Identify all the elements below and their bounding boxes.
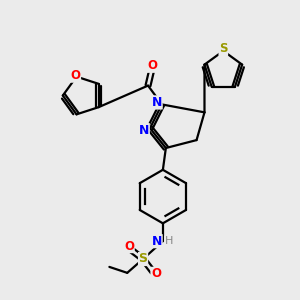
Text: O: O bbox=[124, 240, 134, 253]
Text: S: S bbox=[219, 42, 228, 56]
Text: O: O bbox=[151, 267, 161, 280]
Text: O: O bbox=[70, 69, 80, 82]
Text: N: N bbox=[152, 235, 162, 248]
Text: O: O bbox=[147, 59, 157, 72]
Text: N: N bbox=[152, 96, 162, 109]
Text: S: S bbox=[139, 253, 148, 266]
Text: N: N bbox=[139, 124, 149, 137]
Text: H: H bbox=[165, 236, 173, 246]
